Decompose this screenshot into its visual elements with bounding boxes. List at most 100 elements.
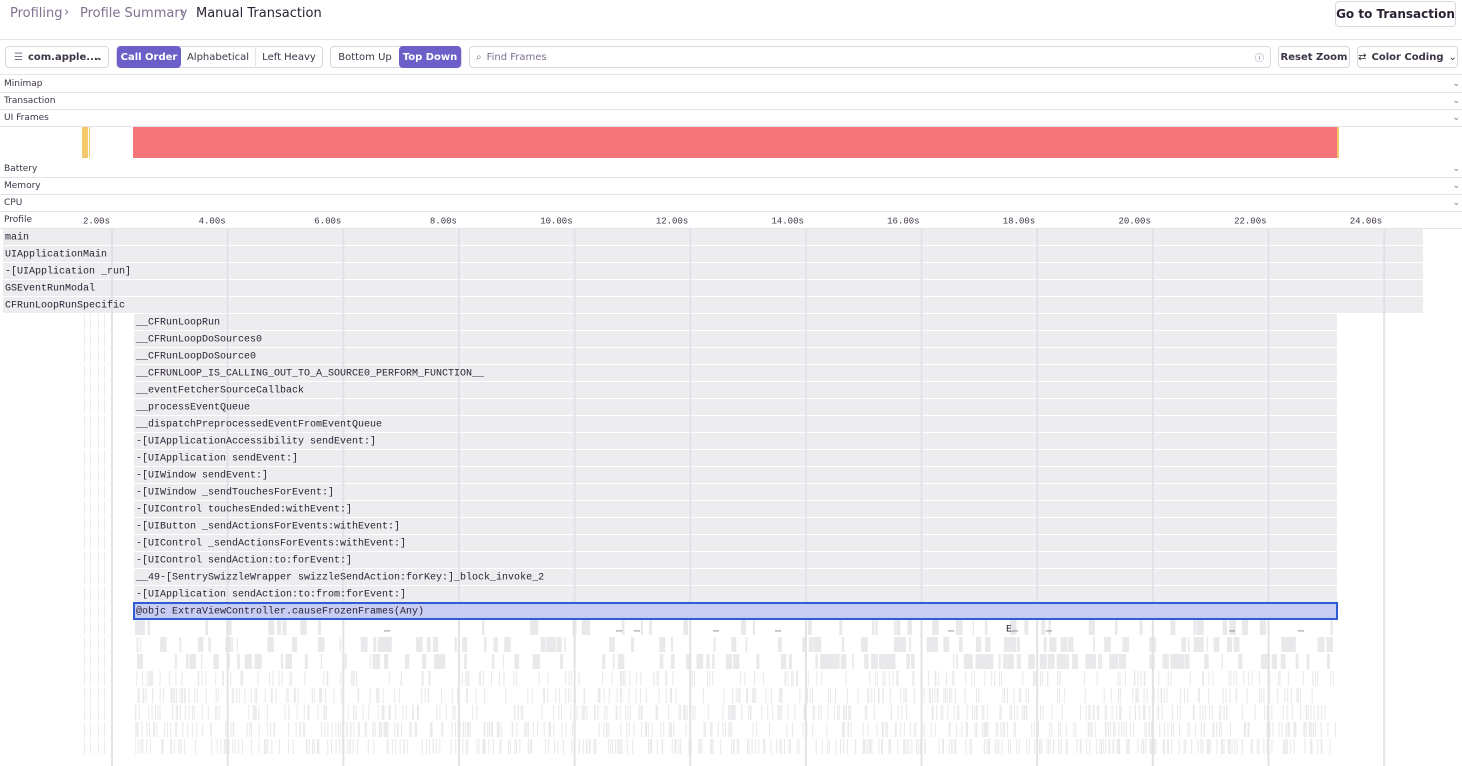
small-frame — [1171, 722, 1173, 737]
small-frame — [484, 739, 486, 754]
small-frame — [955, 620, 960, 635]
small-frame — [1043, 637, 1047, 652]
frame — [134, 348, 1337, 364]
small-frame — [1051, 722, 1053, 737]
small-frame — [393, 688, 395, 703]
small-frame — [791, 671, 793, 686]
small-frame — [618, 739, 620, 754]
small-frame — [619, 705, 621, 720]
small-frame — [728, 705, 730, 720]
small-frame — [1034, 739, 1036, 754]
small-frame — [602, 671, 604, 686]
small-frame — [222, 671, 224, 686]
small-frame — [711, 739, 713, 754]
view-button[interactable]: Bottom Up — [338, 51, 392, 63]
small-frame — [1284, 688, 1286, 703]
small-frame — [1248, 722, 1250, 737]
go-to-transaction-button[interactable]: Go to Transaction — [1335, 1, 1456, 27]
small-frame — [871, 688, 873, 703]
small-frame — [160, 637, 167, 652]
small-frame — [98, 416, 99, 431]
small-frame — [628, 688, 630, 703]
frame — [134, 314, 1337, 330]
small-frame — [1097, 705, 1099, 720]
small-frame — [751, 739, 753, 754]
frame — [134, 382, 1337, 398]
small-frame — [164, 722, 166, 737]
frame-label: -[UIApplicationAccessibility sendEvent:] — [136, 436, 376, 448]
thread-select[interactable]: ☰ com.apple.... ⌄ — [5, 46, 109, 68]
small-frame — [1166, 688, 1168, 703]
breadcrumb[interactable]: Profiling — [10, 6, 63, 21]
section-header[interactable]: Profile — [0, 212, 1462, 229]
small-frame — [381, 722, 383, 737]
small-frame — [516, 722, 518, 737]
small-frame — [90, 399, 91, 414]
section-header[interactable]: Minimap ⌄ — [0, 76, 1462, 93]
small-frame — [861, 637, 868, 652]
small-frame — [976, 705, 978, 720]
small-frame — [326, 671, 328, 686]
frame — [3, 263, 1423, 279]
small-frame — [1016, 654, 1021, 669]
small-frame — [833, 705, 835, 720]
small-frame — [954, 739, 956, 754]
small-frame — [324, 705, 326, 720]
small-frame — [731, 739, 733, 754]
small-frame — [586, 705, 588, 720]
small-frame — [90, 365, 91, 380]
section-header[interactable]: Battery ⌄ — [0, 161, 1462, 178]
small-frame — [183, 688, 185, 703]
small-frame — [778, 705, 780, 720]
small-frame — [827, 705, 829, 720]
small-frame — [84, 688, 85, 703]
small-frame — [938, 671, 940, 686]
small-frame — [340, 722, 342, 737]
section-header[interactable]: Transaction ⌄ — [0, 93, 1462, 110]
small-frame — [942, 739, 944, 754]
small-frame — [1288, 722, 1290, 737]
reset-zoom-button[interactable]: Reset Zoom — [1278, 46, 1350, 68]
section-header[interactable]: UI Frames ⌄ — [0, 110, 1462, 127]
small-frame — [820, 705, 822, 720]
time-tick-label: 6.00s — [314, 216, 341, 226]
small-frame — [846, 688, 848, 703]
section-header[interactable]: CPU ⌄ — [0, 195, 1462, 212]
small-frame — [170, 739, 172, 754]
small-frame — [1115, 620, 1118, 635]
small-frame — [278, 671, 280, 686]
chevron: ⌄ — [92, 51, 101, 63]
small-frame — [1153, 739, 1155, 754]
small-frame — [767, 705, 769, 720]
color-coding-button[interactable]: ⇄ Color Coding ⌄ — [1357, 46, 1458, 68]
small-frame — [312, 739, 314, 754]
small-frame — [351, 671, 353, 686]
small-frame — [149, 739, 151, 754]
small-frame — [104, 314, 105, 329]
sort-button[interactable]: Call Order — [117, 46, 181, 68]
small-frame — [543, 722, 545, 737]
small-frame — [632, 739, 634, 754]
section-header[interactable]: Memory ⌄ — [0, 178, 1462, 195]
small-frame — [1057, 671, 1059, 686]
small-frame — [84, 365, 85, 380]
section-label: Transaction — [4, 96, 56, 106]
search-input[interactable]: ⌕ Find Frames ⓘ — [469, 46, 1271, 68]
small-frame — [840, 739, 842, 754]
sort-button[interactable]: Alphabetical — [181, 46, 256, 68]
small-frame — [752, 620, 755, 635]
small-frame — [606, 722, 608, 737]
view-button[interactable]: Top Down — [399, 46, 461, 68]
small-frame — [1004, 688, 1006, 703]
small-frame — [616, 688, 618, 703]
small-frame — [1009, 637, 1017, 652]
breadcrumb[interactable]: Profile Summary — [80, 6, 188, 21]
small-frame — [426, 739, 428, 754]
small-frame — [1241, 705, 1243, 720]
small-frame — [1264, 705, 1266, 720]
small-frame — [1003, 654, 1008, 669]
sort-button[interactable]: Left Heavy — [262, 51, 316, 63]
small-frame — [832, 654, 840, 669]
small-frame — [426, 637, 431, 652]
small-frame — [869, 739, 871, 754]
